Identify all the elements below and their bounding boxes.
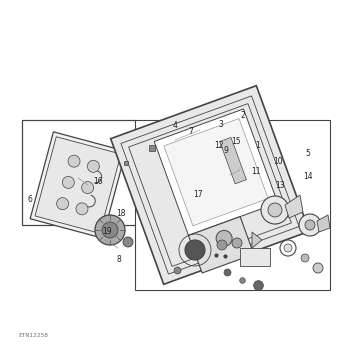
Polygon shape: [285, 195, 303, 218]
Polygon shape: [30, 132, 126, 238]
Circle shape: [57, 198, 69, 210]
Text: 14: 14: [303, 172, 313, 181]
Text: 11: 11: [251, 167, 260, 176]
Circle shape: [284, 244, 292, 252]
Circle shape: [95, 215, 125, 245]
Polygon shape: [164, 119, 268, 226]
Circle shape: [216, 230, 232, 246]
Text: 5: 5: [306, 149, 310, 159]
Polygon shape: [35, 137, 121, 233]
Text: 15: 15: [231, 137, 241, 146]
Text: 9: 9: [223, 146, 228, 155]
Text: 2: 2: [241, 111, 246, 120]
Text: 7: 7: [188, 127, 193, 136]
Circle shape: [76, 203, 88, 215]
Circle shape: [232, 238, 242, 248]
Text: 6: 6: [27, 195, 32, 204]
Polygon shape: [154, 109, 278, 236]
Circle shape: [68, 155, 80, 167]
Circle shape: [217, 240, 227, 250]
Circle shape: [88, 160, 99, 172]
Bar: [240, 248, 270, 266]
Circle shape: [82, 182, 94, 194]
Circle shape: [305, 220, 315, 230]
Circle shape: [261, 196, 289, 224]
Text: 3: 3: [218, 120, 223, 129]
Text: 12: 12: [214, 141, 224, 150]
Text: 16: 16: [93, 177, 103, 187]
Circle shape: [185, 240, 205, 260]
Text: 8: 8: [117, 254, 121, 264]
Text: 10: 10: [273, 156, 283, 166]
Polygon shape: [317, 215, 330, 232]
Text: 1: 1: [255, 141, 260, 150]
Circle shape: [299, 214, 321, 236]
Circle shape: [280, 240, 296, 256]
Text: 18: 18: [116, 209, 126, 218]
Circle shape: [123, 237, 133, 247]
Text: ETN12258: ETN12258: [18, 333, 48, 338]
Circle shape: [102, 222, 118, 238]
Text: 19: 19: [102, 226, 112, 236]
Polygon shape: [220, 138, 246, 184]
Text: 17: 17: [193, 190, 203, 199]
Circle shape: [62, 176, 74, 188]
Text: 13: 13: [275, 181, 285, 190]
Circle shape: [313, 263, 323, 273]
Polygon shape: [188, 217, 254, 273]
Polygon shape: [111, 86, 309, 284]
Circle shape: [268, 203, 282, 217]
Polygon shape: [252, 232, 262, 248]
Circle shape: [301, 254, 309, 262]
Text: 4: 4: [173, 121, 177, 131]
